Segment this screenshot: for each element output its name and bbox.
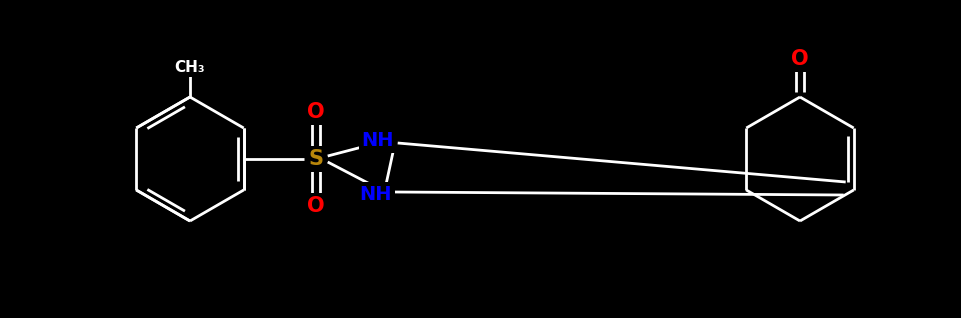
Text: O: O <box>307 196 325 216</box>
Text: NH: NH <box>359 184 392 204</box>
Text: O: O <box>791 49 809 69</box>
Text: NH: NH <box>361 132 394 150</box>
Text: O: O <box>307 102 325 122</box>
Text: CH₃: CH₃ <box>175 59 206 74</box>
Text: S: S <box>308 149 323 169</box>
